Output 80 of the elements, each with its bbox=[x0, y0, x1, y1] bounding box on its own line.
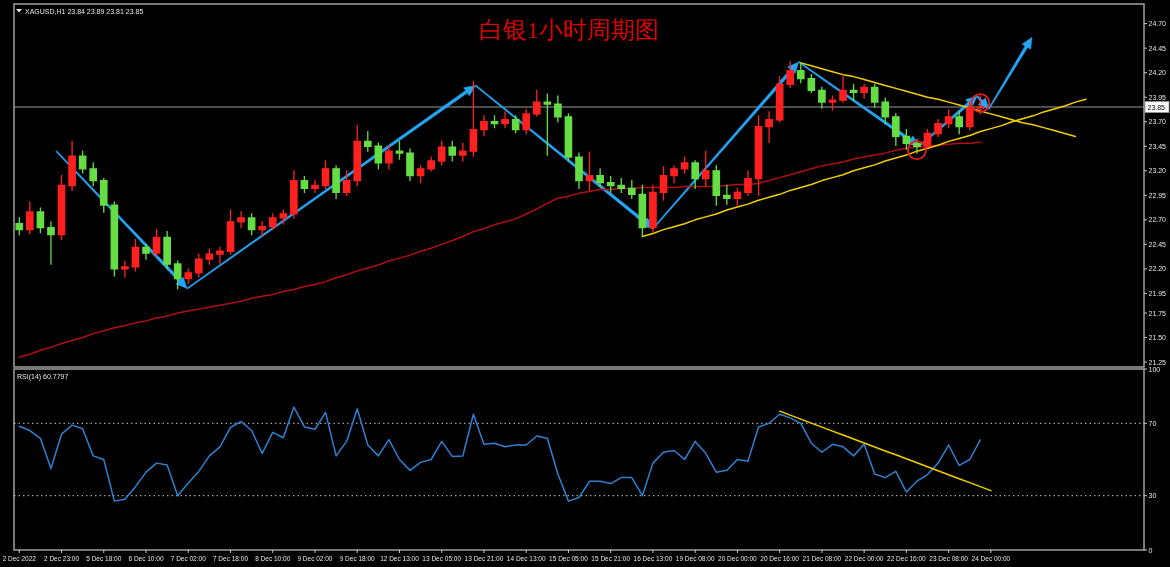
candlestick bbox=[47, 221, 55, 265]
candlestick bbox=[670, 165, 678, 184]
candlestick bbox=[575, 152, 583, 190]
candlestick bbox=[532, 89, 541, 117]
candlestick bbox=[818, 86, 826, 109]
candlestick bbox=[501, 111, 509, 129]
candlestick bbox=[870, 83, 879, 108]
candlestick bbox=[976, 95, 985, 115]
candlestick bbox=[216, 246, 224, 264]
candlestick bbox=[311, 179, 319, 194]
candlestick bbox=[353, 125, 362, 187]
candlestick bbox=[765, 111, 773, 143]
candlestick bbox=[342, 170, 351, 196]
candlestick bbox=[173, 260, 182, 290]
candlestick bbox=[99, 177, 108, 213]
candlestick bbox=[617, 177, 626, 194]
candlestick bbox=[649, 184, 657, 233]
candlestick bbox=[416, 165, 425, 184]
candlestick bbox=[332, 165, 340, 199]
candlestick bbox=[712, 165, 721, 206]
candlestick bbox=[395, 140, 404, 160]
candlestick bbox=[796, 62, 805, 84]
candlestick bbox=[723, 184, 731, 205]
candlestick bbox=[142, 243, 150, 260]
candlestick bbox=[194, 253, 203, 278]
candlestick bbox=[15, 217, 24, 236]
candlestick bbox=[163, 230, 171, 270]
candlestick bbox=[691, 160, 699, 190]
candlestick bbox=[881, 97, 890, 125]
candlestick bbox=[121, 260, 129, 278]
candlestick bbox=[554, 95, 562, 123]
candlestick bbox=[363, 130, 372, 152]
candlestick bbox=[680, 156, 689, 174]
candlestick bbox=[459, 142, 467, 162]
candlestick bbox=[448, 140, 457, 162]
candlestick bbox=[290, 170, 298, 219]
candlestick bbox=[268, 213, 277, 231]
candlestick bbox=[237, 211, 245, 229]
candlestick bbox=[26, 201, 34, 235]
text: 白银1小时周期图 bbox=[479, 17, 659, 43]
line-series bbox=[778, 410, 992, 492]
candlestick bbox=[585, 151, 594, 192]
candlestick bbox=[839, 75, 847, 103]
candlestick bbox=[406, 148, 414, 182]
candlestick bbox=[955, 111, 964, 135]
candlestick bbox=[596, 168, 604, 188]
candlestick bbox=[279, 209, 288, 225]
line-series bbox=[18, 406, 982, 502]
candlestick bbox=[543, 93, 552, 156]
candlestick bbox=[480, 115, 488, 137]
candlestick bbox=[913, 138, 921, 154]
candlestick bbox=[300, 176, 309, 194]
candlestick bbox=[744, 170, 752, 196]
candlestick bbox=[934, 119, 942, 138]
candlestick bbox=[627, 179, 636, 199]
candlestick bbox=[68, 140, 76, 192]
candlestick bbox=[701, 150, 710, 187]
candlestick bbox=[659, 166, 668, 201]
candlestick bbox=[437, 140, 446, 166]
candlestick bbox=[490, 115, 499, 129]
candlestick bbox=[606, 176, 615, 194]
candlestick bbox=[849, 83, 858, 101]
candlestick bbox=[965, 101, 974, 131]
candlestick bbox=[89, 162, 98, 187]
candlestick bbox=[258, 221, 266, 237]
candlestick bbox=[860, 83, 868, 99]
candlestick bbox=[892, 113, 900, 146]
candlestick bbox=[152, 229, 161, 257]
candlestick bbox=[184, 268, 193, 285]
candlestick bbox=[786, 61, 795, 89]
candlestick bbox=[902, 128, 911, 150]
candlestick bbox=[522, 109, 531, 135]
candlestick bbox=[469, 80, 478, 157]
line-series bbox=[18, 141, 982, 358]
candlestick bbox=[944, 109, 953, 129]
candlestick bbox=[828, 95, 837, 111]
candlestick bbox=[427, 156, 435, 172]
candlestick bbox=[205, 248, 214, 265]
candlestick bbox=[733, 187, 742, 206]
candlestick bbox=[385, 144, 393, 170]
